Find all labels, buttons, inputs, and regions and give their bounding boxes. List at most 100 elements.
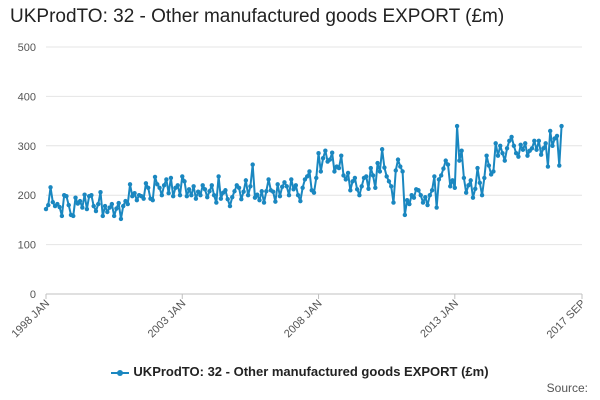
- data-point: [98, 190, 103, 195]
- data-point: [538, 152, 544, 157]
- data-point: [391, 200, 396, 205]
- data-point: [395, 157, 401, 162]
- data-point: [180, 174, 185, 179]
- data-point: [402, 212, 408, 218]
- data-point: [329, 150, 335, 155]
- data-point: [518, 142, 523, 148]
- data-point: [314, 175, 319, 181]
- data-point: [191, 184, 196, 189]
- data-point: [64, 193, 69, 199]
- data-point: [436, 177, 442, 182]
- data-point: [420, 200, 426, 205]
- data-point: [146, 185, 151, 190]
- data-point: [504, 146, 510, 151]
- data-point: [523, 141, 528, 146]
- data-point: [377, 169, 383, 174]
- data-point: [130, 193, 135, 199]
- y-tick-label: 400: [18, 91, 36, 103]
- data-point: [289, 177, 294, 182]
- data-point: [118, 216, 124, 222]
- data-point: [107, 205, 112, 210]
- data-point: [48, 185, 53, 190]
- data-point: [186, 187, 192, 192]
- data-point: [486, 163, 492, 168]
- y-tick-label: 500: [18, 42, 36, 54]
- data-point: [304, 174, 310, 179]
- data-point: [311, 190, 317, 195]
- data-point: [282, 180, 287, 185]
- data-point: [298, 198, 303, 204]
- data-point: [250, 162, 255, 167]
- data-point: [259, 189, 264, 194]
- data-point: [491, 169, 496, 174]
- x-tick-label: 2003 JAN: [146, 298, 189, 341]
- data-point: [96, 201, 101, 207]
- data-point: [91, 203, 96, 209]
- data-point: [273, 199, 278, 204]
- data-point: [198, 193, 203, 198]
- data-point: [368, 165, 373, 171]
- x-axis: 1998 JAN 2003 JAN 2008 JAN 2013 JAN 2017 SEP: [9, 294, 588, 341]
- data-point: [384, 174, 389, 179]
- data-point: [373, 185, 378, 190]
- data-point: [100, 213, 105, 219]
- data-point: [434, 205, 439, 210]
- legend[interactable]: UKProdTO: 32 - Other manufactured goods …: [0, 364, 600, 379]
- data-point: [509, 134, 514, 140]
- data-point: [541, 146, 546, 151]
- data-point: [452, 185, 458, 190]
- x-tick-label: 1998 JAN: [9, 298, 52, 341]
- data-point: [332, 169, 337, 174]
- data-point: [57, 204, 62, 210]
- data-point: [507, 138, 512, 144]
- data-point: [427, 193, 433, 198]
- data-point: [389, 184, 394, 189]
- data-point: [84, 206, 90, 212]
- data-point: [193, 196, 199, 201]
- data-point: [159, 193, 165, 198]
- data-point: [520, 147, 526, 152]
- data-point: [109, 201, 115, 207]
- data-point: [470, 195, 476, 200]
- data-point: [143, 181, 149, 186]
- data-point: [241, 189, 246, 194]
- data-point: [150, 197, 155, 203]
- data-point: [382, 165, 387, 170]
- data-point: [425, 202, 430, 208]
- data-point: [232, 189, 237, 194]
- data-point: [280, 184, 285, 189]
- data-point: [77, 198, 83, 204]
- data-point: [121, 203, 126, 209]
- data-point: [127, 182, 133, 187]
- data-point: [55, 201, 60, 207]
- data-point: [230, 194, 235, 200]
- data-point: [407, 201, 412, 207]
- data-point: [89, 193, 94, 198]
- source-label: Source:: [546, 381, 588, 395]
- data-point: [370, 173, 376, 178]
- data-point: [479, 193, 485, 198]
- y-tick-label: 300: [18, 141, 36, 153]
- data-point: [484, 153, 489, 158]
- data-point: [270, 189, 276, 194]
- data-point: [134, 197, 140, 203]
- data-point: [205, 194, 210, 200]
- data-point: [482, 175, 487, 181]
- data-point: [275, 182, 280, 187]
- data-point: [429, 188, 435, 193]
- data-point: [495, 153, 501, 158]
- y-axis: 0 100 200 300 400 500: [18, 42, 36, 301]
- chart-title: UKProdTO: 32 - Other manufactured goods …: [10, 6, 505, 27]
- data-series: [43, 123, 564, 222]
- data-point: [320, 155, 326, 161]
- data-point: [454, 123, 460, 129]
- data-point: [245, 193, 251, 198]
- data-point: [266, 177, 271, 182]
- data-point: [438, 173, 444, 178]
- data-point: [182, 179, 187, 184]
- data-point: [554, 133, 560, 139]
- data-point: [46, 202, 51, 208]
- data-point: [82, 192, 87, 197]
- data-point: [352, 175, 358, 181]
- data-point: [350, 179, 355, 184]
